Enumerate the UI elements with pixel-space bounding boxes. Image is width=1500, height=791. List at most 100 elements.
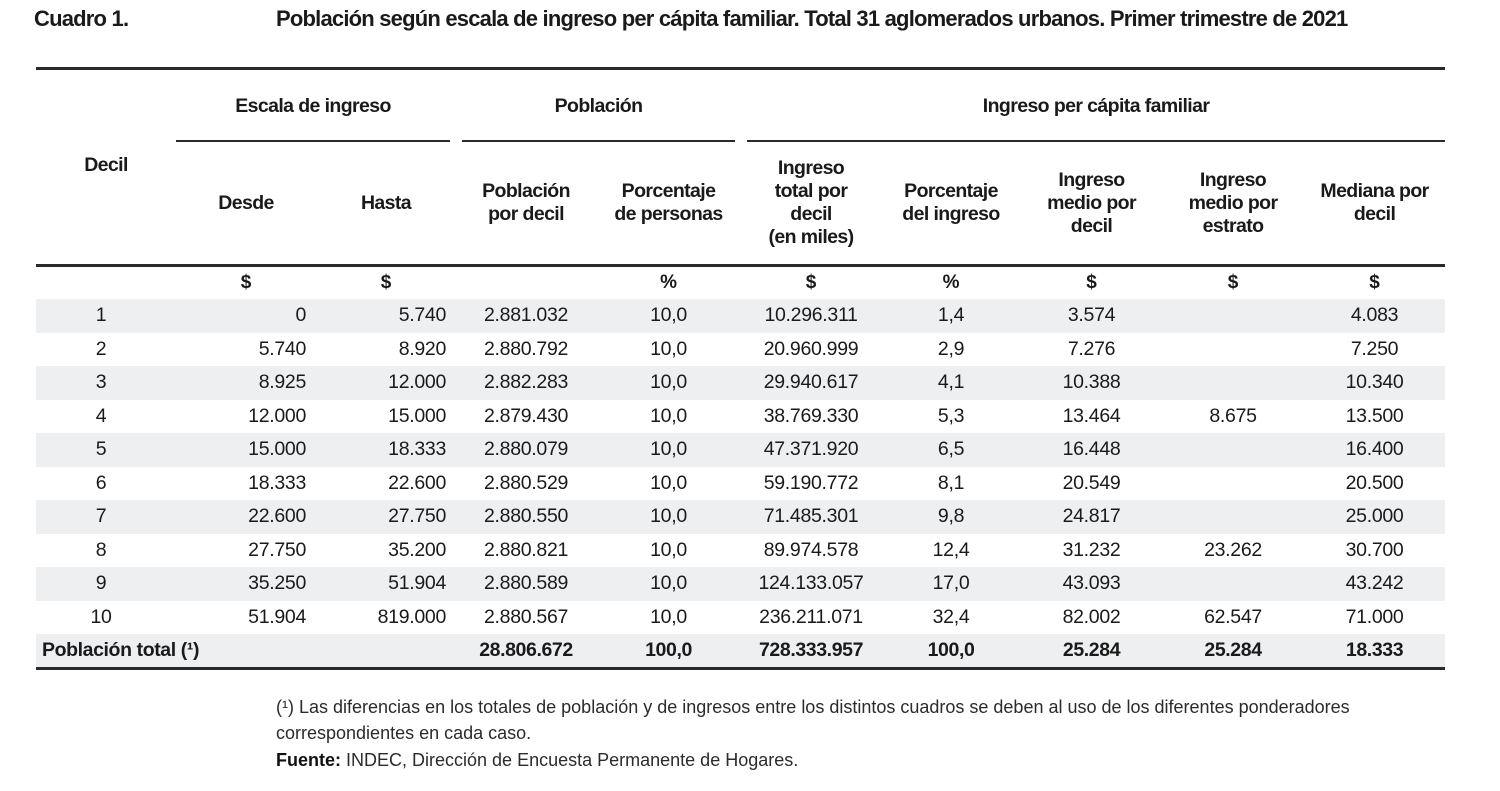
cell-ingreso-total: 124.133.057 [741, 567, 882, 601]
cell-ingreso-total: 10.296.311 [741, 299, 882, 333]
total-poblacion: 28.806.672 [456, 634, 597, 670]
cell-porcentaje-ingreso: 2,9 [937, 337, 965, 360]
cell-mediana: 13.500 [1345, 404, 1404, 427]
source-note: Fuente: INDEC, Dirección de Encuesta Per… [276, 750, 798, 771]
cell-mediana: 16.400 [1304, 433, 1446, 467]
top-rule [36, 67, 1445, 70]
header-line: Ingreso [777, 157, 845, 179]
table-row: 10 51.904 819.000 2.880.567 10,0 236.211.071 3… [36, 601, 1445, 635]
total-porcentaje-ingreso: 100,0 [881, 634, 1022, 670]
cell-medio-decil: 31.232 [1062, 538, 1121, 561]
table-row: 1 0 5.740 2.881.032 10,0 10.296.311 1,4 3.574 4.… [36, 299, 1446, 333]
col-medio-estrato-header: Ingreso medio por estrato [1162, 142, 1305, 267]
cell-porcentaje-ingreso: 6,5 [881, 433, 1022, 467]
cell-poblacion: 2.880.589 [456, 567, 597, 601]
col-poblacion-decil-header: Población por decil [456, 142, 597, 267]
cell-ingreso-total: 89.974.578 [763, 538, 859, 561]
group-escala-label: Escala de ingreso [176, 72, 451, 142]
cell-medio-estrato [1162, 467, 1304, 501]
footnote-text: Las diferencias en los totales de poblac… [276, 697, 1350, 743]
cell-mediana: 10.340 [1304, 366, 1446, 400]
header-line: Porcentaje [621, 180, 716, 202]
col-porcentaje-personas-header: Porcentaje de personas [596, 142, 742, 267]
cell-desde: 22.600 [176, 500, 316, 534]
unit-cell [456, 266, 596, 300]
table-row: 4 12.000 15.000 2.879.430 10,0 38.769.330 5,3 1… [36, 400, 1445, 434]
cell-porcentaje-personas: 10,0 [596, 299, 742, 333]
cell-medio-decil: 16.448 [1021, 433, 1163, 467]
cell-desde: 18.333 [248, 471, 306, 494]
unit-cell: % [942, 272, 960, 293]
decil-header-label: Decil [84, 154, 128, 176]
total-ingreso-total: 728.333.957 [741, 634, 882, 670]
cell-ingreso-total: 59.190.772 [763, 471, 859, 494]
cell-hasta: 819.000 [377, 605, 447, 628]
header-line: por decil [488, 203, 564, 225]
col-ingreso-total-header: Ingreso total por decil (en miles) [741, 142, 882, 267]
cell-hasta: 15.000 [388, 404, 447, 427]
header-line: medio por [1047, 191, 1136, 214]
cell-porcentaje-ingreso: 32,4 [932, 605, 970, 628]
cell-porcentaje-personas: 10,0 [650, 404, 687, 427]
cell-poblacion: 2.879.430 [483, 404, 569, 427]
cell-poblacion: 2.880.550 [456, 500, 597, 534]
cell-medio-estrato: 23.262 [1204, 538, 1262, 561]
cell-hasta: 18.333 [316, 433, 457, 467]
cell-porcentaje-personas: 10,0 [596, 433, 742, 467]
table-row: 3 8.925 12.000 2.882.283 10,0 29.940.617 4,1 10… [36, 366, 1446, 400]
header-line: (en miles) [768, 226, 855, 248]
cell-porcentaje-personas: 10,0 [650, 538, 687, 561]
cell-medio-decil: 82.002 [1062, 605, 1121, 628]
cell-porcentaje-personas: 10,0 [596, 366, 742, 400]
header-line: decil [1353, 203, 1396, 225]
total-row: Población total (¹) 28.806.672 100,0 728… [36, 634, 1446, 670]
cell-mediana: 7.250 [1350, 337, 1399, 360]
header-line: Ingreso [1199, 168, 1267, 191]
header-line: Porcentaje [904, 180, 998, 202]
cell-decil: 3 [36, 366, 176, 400]
cell-hasta: 51.904 [316, 567, 457, 601]
unit-cell: $ [240, 272, 252, 293]
table-title: Población según escala de ingreso per cá… [276, 6, 1348, 31]
cell-medio-estrato [1162, 299, 1305, 333]
cell-desde: 0 [176, 299, 316, 333]
col-mediana-header: Mediana por decil [1304, 142, 1446, 267]
header-line: de personas [614, 203, 723, 225]
cell-hasta: 22.600 [388, 471, 447, 494]
cell-decil: 1 [36, 299, 176, 333]
header-line: estrato [1202, 214, 1264, 237]
footnote: (¹) Las diferencias en los totales de po… [276, 694, 1456, 746]
cell-ingreso-total: 236.211.071 [759, 605, 863, 628]
table-row: 6 18.333 22.600 2.880.529 10,0 59.190.772 8,1 2… [36, 467, 1445, 501]
unit-cell: $ [1369, 272, 1380, 293]
unit-cell: $ [805, 272, 817, 293]
unit-cell: % [660, 272, 677, 293]
table-row: 5 15.000 18.333 2.880.079 10,0 47.371.920 6,5 1… [36, 433, 1446, 467]
footnote-mark: (¹) [276, 697, 294, 717]
col-decil-header: Decil [36, 72, 176, 267]
cell-ingreso-total: 29.940.617 [741, 366, 882, 400]
cell-medio-decil: 13.464 [1062, 404, 1121, 427]
total-mediana: 18.333 [1304, 634, 1446, 670]
cell-medio-decil: 43.093 [1021, 567, 1163, 601]
cell-medio-estrato: 62.547 [1204, 605, 1262, 628]
cell-ingreso-total: 38.769.330 [763, 404, 859, 427]
cell-medio-decil: 7.276 [1067, 337, 1116, 360]
cell-decil: 2 [95, 337, 107, 360]
header-line: Población [482, 180, 570, 202]
cell-porcentaje-ingreso: 9,8 [881, 500, 1022, 534]
unit-cell: $ [380, 272, 392, 293]
cell-desde: 8.925 [176, 366, 316, 400]
cell-medio-estrato [1162, 567, 1305, 601]
cell-mediana: 30.700 [1345, 538, 1404, 561]
total-porcentaje-personas: 100,0 [596, 634, 742, 670]
cell-porcentaje-ingreso: 5,3 [937, 404, 965, 427]
cell-decil: 8 [95, 538, 107, 561]
cell-hasta: 12.000 [316, 366, 457, 400]
total-medio-estrato: 25.284 [1162, 634, 1305, 670]
income-distribution-table: Decil Escala de ingreso Población Ingres… [36, 72, 1446, 670]
header-line: total por [774, 180, 848, 202]
cell-mediana: 43.242 [1304, 567, 1446, 601]
cell-desde: 27.750 [248, 538, 306, 561]
unit-cell [36, 266, 176, 300]
